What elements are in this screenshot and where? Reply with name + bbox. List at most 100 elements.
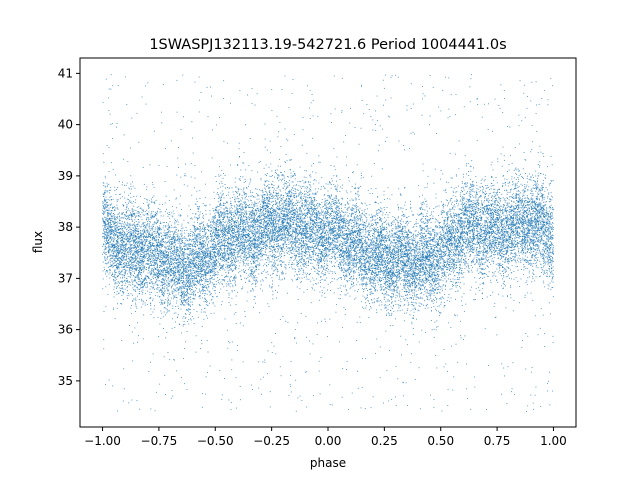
data-point <box>371 282 373 284</box>
data-point <box>407 222 409 224</box>
data-point <box>134 286 136 288</box>
data-point <box>183 290 185 292</box>
data-point <box>410 246 412 248</box>
data-point <box>187 248 189 250</box>
data-point <box>271 277 273 279</box>
data-point <box>134 268 136 270</box>
data-point <box>228 297 230 298</box>
data-point <box>154 288 155 290</box>
data-point <box>527 235 529 237</box>
data-point <box>208 237 209 239</box>
data-point <box>361 266 363 268</box>
data-point <box>202 213 203 215</box>
data-point <box>391 301 393 303</box>
data-point <box>306 258 308 260</box>
data-point <box>545 241 547 243</box>
data-point <box>144 211 146 212</box>
data-point <box>206 287 208 289</box>
data-point <box>531 238 533 240</box>
data-point <box>197 271 199 272</box>
data-point <box>166 285 168 287</box>
data-point <box>158 254 160 256</box>
data-point <box>358 235 360 237</box>
data-point <box>478 236 480 238</box>
data-point <box>325 237 327 238</box>
data-point <box>252 253 254 255</box>
data-point <box>434 242 436 243</box>
data-point <box>470 225 472 227</box>
data-point <box>500 252 502 254</box>
data-point <box>430 283 432 285</box>
data-point <box>212 302 214 304</box>
data-point <box>226 260 228 262</box>
data-point <box>196 284 198 286</box>
data-point <box>336 174 338 176</box>
data-point <box>520 239 522 241</box>
data-point <box>254 262 256 264</box>
data-point <box>168 251 169 253</box>
data-point <box>109 222 110 224</box>
data-point <box>160 264 162 266</box>
data-point <box>347 222 349 224</box>
data-point <box>454 241 456 243</box>
data-point <box>116 201 118 203</box>
data-point <box>363 263 365 265</box>
data-point <box>363 291 365 292</box>
data-point <box>129 251 131 252</box>
data-point <box>522 204 524 206</box>
data-point <box>379 234 381 236</box>
data-point <box>305 233 307 235</box>
data-point <box>337 213 339 214</box>
data-point <box>363 278 365 280</box>
data-point <box>303 270 305 272</box>
data-point <box>204 282 206 284</box>
data-point <box>110 210 112 212</box>
data-point <box>159 291 161 293</box>
data-point <box>534 220 536 222</box>
data-point <box>312 204 314 206</box>
data-point <box>114 258 116 259</box>
data-point <box>343 255 345 257</box>
data-point <box>131 259 133 261</box>
data-point <box>330 230 332 232</box>
data-point <box>122 281 123 283</box>
data-point <box>528 261 529 263</box>
data-point <box>267 255 269 257</box>
data-point <box>188 319 190 321</box>
data-point <box>242 222 243 224</box>
data-point <box>346 290 348 292</box>
data-point <box>262 205 263 207</box>
data-point <box>329 230 331 232</box>
data-point <box>214 234 216 236</box>
data-point <box>291 231 293 233</box>
data-point <box>291 202 293 204</box>
data-point <box>499 251 501 253</box>
data-point <box>358 267 360 269</box>
data-point <box>241 250 243 252</box>
data-point <box>541 227 543 229</box>
data-point <box>323 267 324 269</box>
data-point <box>407 240 409 242</box>
data-point <box>492 192 494 194</box>
data-point <box>186 294 188 296</box>
data-point <box>439 238 441 240</box>
data-point <box>319 286 321 288</box>
data-point <box>189 254 191 255</box>
data-point <box>451 262 453 263</box>
data-point <box>192 257 194 258</box>
data-point <box>256 203 257 205</box>
data-point <box>467 265 469 267</box>
data-point <box>290 209 292 211</box>
data-point <box>497 250 499 251</box>
data-point <box>190 251 192 253</box>
data-point <box>498 257 499 259</box>
data-point <box>454 206 456 208</box>
data-point <box>390 253 392 255</box>
data-point <box>359 186 361 188</box>
data-point <box>165 222 167 223</box>
data-point <box>483 207 485 209</box>
data-point <box>187 285 188 287</box>
data-point <box>129 234 131 236</box>
data-point <box>202 251 204 253</box>
data-point <box>138 271 140 273</box>
